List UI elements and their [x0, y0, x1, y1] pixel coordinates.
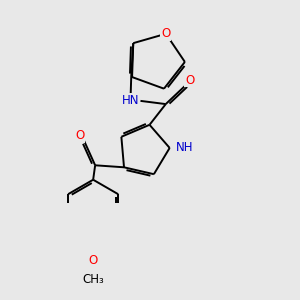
Text: O: O — [88, 254, 98, 267]
Text: O: O — [161, 27, 170, 40]
Text: O: O — [185, 74, 194, 86]
Text: NH: NH — [176, 141, 193, 154]
Text: CH₃: CH₃ — [82, 273, 104, 286]
Text: O: O — [75, 129, 85, 142]
Text: HN: HN — [122, 94, 139, 107]
